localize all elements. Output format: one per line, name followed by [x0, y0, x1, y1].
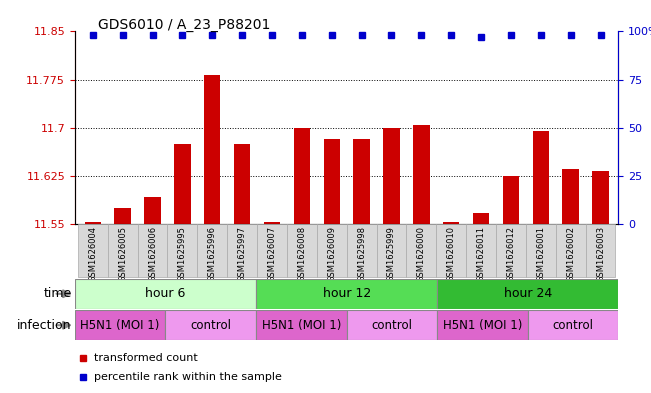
Text: GSM1625996: GSM1625996 [208, 226, 217, 282]
Text: GDS6010 / A_23_P88201: GDS6010 / A_23_P88201 [98, 18, 270, 32]
Text: hour 12: hour 12 [322, 287, 371, 300]
Bar [383, 128, 400, 224]
Bar [317, 224, 346, 277]
Bar [256, 310, 346, 340]
Bar [346, 224, 376, 277]
Bar [145, 197, 161, 224]
Text: H5N1 (MOI 1): H5N1 (MOI 1) [262, 319, 341, 332]
Text: GSM1625999: GSM1625999 [387, 226, 396, 282]
Text: GSM1626007: GSM1626007 [268, 226, 277, 282]
Text: GSM1626012: GSM1626012 [506, 226, 516, 282]
Bar [167, 224, 197, 277]
Text: time: time [44, 287, 72, 300]
Bar [586, 224, 615, 277]
Bar [526, 224, 556, 277]
Text: control: control [372, 319, 413, 332]
Bar [528, 310, 618, 340]
Text: GSM1626005: GSM1626005 [118, 226, 127, 282]
Bar [437, 310, 528, 340]
Bar [137, 224, 167, 277]
Bar [437, 279, 618, 309]
Bar [75, 279, 256, 309]
Text: GSM1626002: GSM1626002 [566, 226, 575, 282]
Text: GSM1625997: GSM1625997 [238, 226, 247, 282]
Text: H5N1 (MOI 1): H5N1 (MOI 1) [443, 319, 522, 332]
Bar [115, 208, 131, 224]
Bar [174, 144, 191, 224]
Bar [413, 125, 430, 224]
Text: GSM1626009: GSM1626009 [327, 226, 336, 282]
Text: hour 24: hour 24 [504, 287, 552, 300]
Text: control: control [553, 319, 594, 332]
Bar [376, 224, 406, 277]
Text: hour 6: hour 6 [145, 287, 186, 300]
Bar [562, 169, 579, 224]
Bar [503, 176, 519, 224]
Bar [197, 224, 227, 277]
Text: GSM1625998: GSM1625998 [357, 226, 366, 282]
Bar [264, 222, 280, 224]
Bar [436, 224, 466, 277]
Bar [75, 310, 165, 340]
Bar [287, 224, 317, 277]
Bar [473, 213, 490, 224]
Bar [257, 224, 287, 277]
Bar [353, 139, 370, 224]
Text: GSM1626003: GSM1626003 [596, 226, 605, 282]
Bar [466, 224, 496, 277]
Bar [324, 139, 340, 224]
Text: infection: infection [17, 319, 72, 332]
Bar [556, 224, 586, 277]
Bar [346, 310, 437, 340]
Text: GSM1626008: GSM1626008 [298, 226, 307, 282]
Text: GSM1626011: GSM1626011 [477, 226, 486, 282]
Bar [443, 222, 460, 224]
Bar [107, 224, 137, 277]
Bar [592, 171, 609, 224]
Text: GSM1626000: GSM1626000 [417, 226, 426, 282]
Bar [165, 310, 256, 340]
Bar [406, 224, 436, 277]
Text: GSM1626004: GSM1626004 [89, 226, 97, 282]
Text: GSM1626001: GSM1626001 [536, 226, 546, 282]
Bar [227, 224, 257, 277]
Text: control: control [190, 319, 231, 332]
Bar [294, 128, 310, 224]
Bar [204, 75, 221, 224]
Text: transformed count: transformed count [94, 353, 198, 364]
Bar [496, 224, 526, 277]
Text: percentile rank within the sample: percentile rank within the sample [94, 372, 282, 382]
Text: H5N1 (MOI 1): H5N1 (MOI 1) [81, 319, 160, 332]
Text: GSM1625995: GSM1625995 [178, 226, 187, 282]
Text: GSM1626010: GSM1626010 [447, 226, 456, 282]
Bar [533, 131, 549, 224]
Bar [234, 144, 251, 224]
Bar [85, 222, 101, 224]
Bar [78, 224, 107, 277]
Bar [256, 279, 437, 309]
Text: GSM1626006: GSM1626006 [148, 226, 157, 282]
